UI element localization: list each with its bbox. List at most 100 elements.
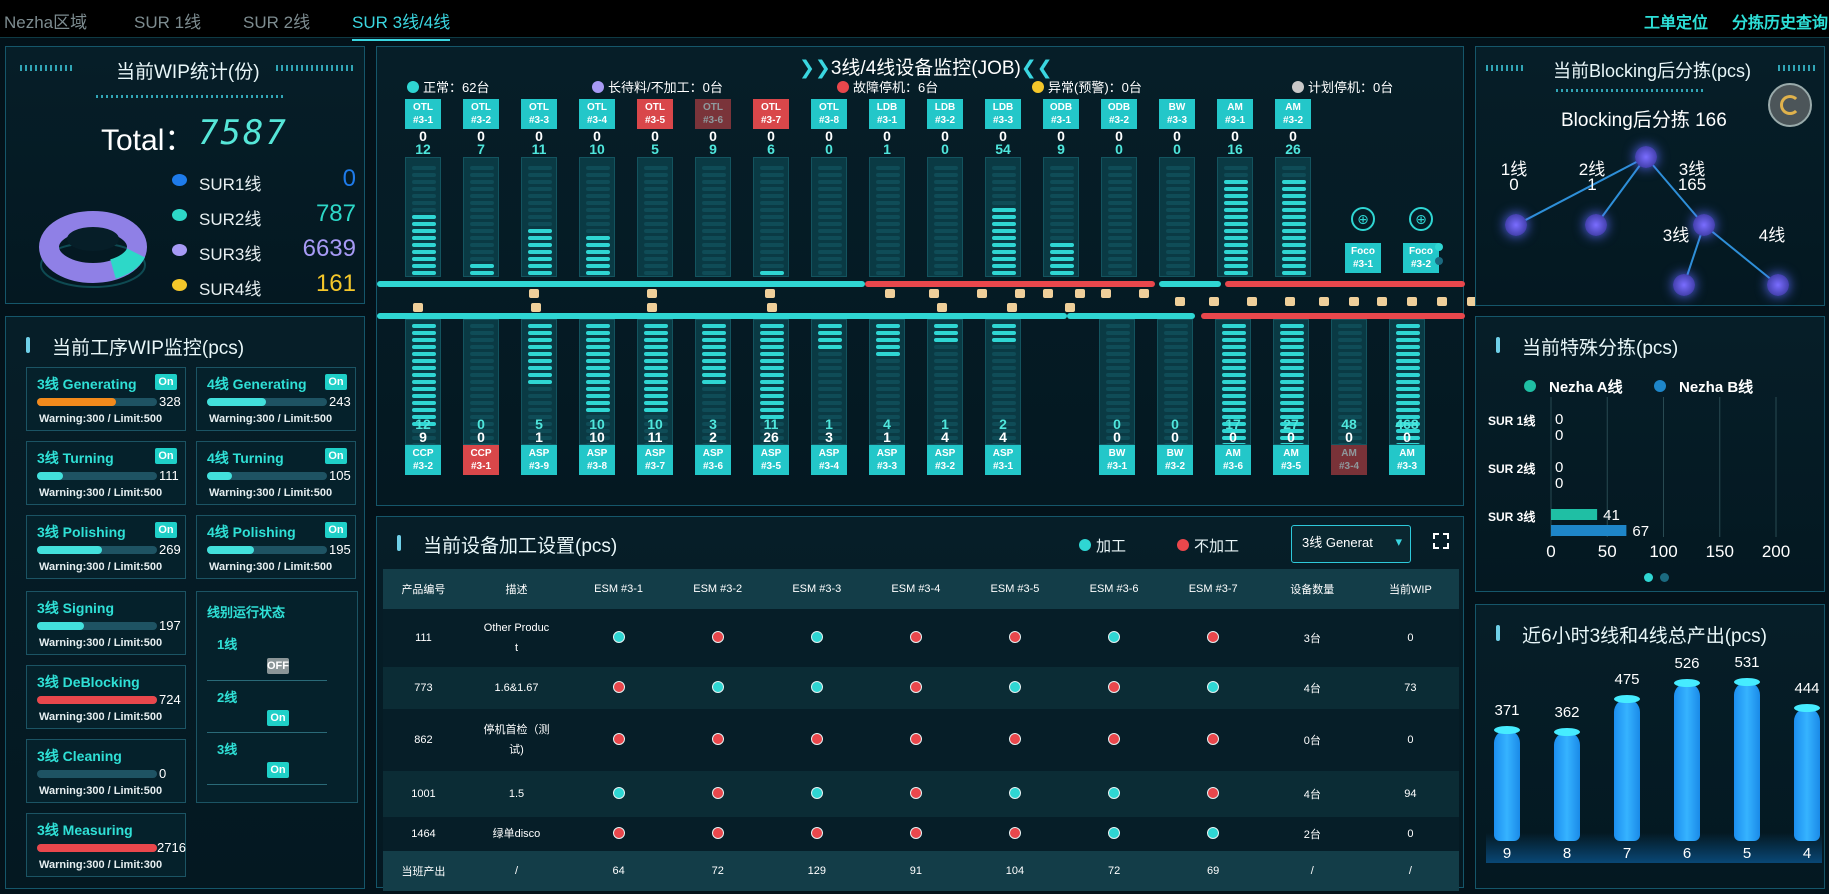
process-off-dot[interactable] xyxy=(711,732,724,745)
process-off-dot[interactable] xyxy=(1108,732,1121,745)
machine-column[interactable]: 10 11 ASP #3-7 xyxy=(637,319,673,499)
machine-column[interactable]: 0 0 BW #3-1 xyxy=(1099,319,1135,499)
machine-column[interactable]: 0 0 CCP #3-1 xyxy=(463,319,499,499)
process-on-dot[interactable] xyxy=(1207,680,1220,693)
column-header[interactable]: ESM #3-2 xyxy=(668,569,768,609)
process-off-dot[interactable] xyxy=(612,680,625,693)
machine-column[interactable]: 10 10 ASP #3-8 xyxy=(579,319,615,499)
process-on-dot[interactable] xyxy=(1008,680,1021,693)
process-on-dot[interactable] xyxy=(810,630,823,643)
machine-column[interactable]: 3 2 ASP #3-6 xyxy=(695,319,731,499)
column-header[interactable]: ESM #3-3 xyxy=(767,569,867,609)
card-toggle[interactable]: On xyxy=(325,448,347,464)
column-header[interactable]: ESM #3-1 xyxy=(569,569,669,609)
table-row[interactable]: 111 Other Produc t 3台 0 xyxy=(383,609,1459,667)
process-off-dot[interactable] xyxy=(1008,826,1021,839)
process-off-dot[interactable] xyxy=(711,630,724,643)
process-off-dot[interactable] xyxy=(711,826,724,839)
process-on-dot[interactable] xyxy=(1008,786,1021,799)
process-card[interactable]: 3线 Measuring 2716 Warning:300 / Limit:30… xyxy=(26,813,186,877)
machine-column[interactable]: 2 4 ASP #3-1 xyxy=(985,319,1021,499)
process-off-dot[interactable] xyxy=(909,826,922,839)
process-on-dot[interactable] xyxy=(810,680,823,693)
machine-column[interactable]: OTL #3-3 0 11 xyxy=(521,99,557,279)
process-off-dot[interactable] xyxy=(810,826,823,839)
foco-machine[interactable]: ⊕ Foco #3-2 xyxy=(1403,207,1439,287)
process-on-dot[interactable] xyxy=(1108,630,1121,643)
process-on-dot[interactable] xyxy=(1108,826,1121,839)
machine-column[interactable]: LDB #3-3 0 54 xyxy=(985,99,1021,279)
machine-column[interactable]: OTL #3-8 0 0 xyxy=(811,99,847,279)
machine-column[interactable]: OTL #3-5 0 5 xyxy=(637,99,673,279)
machine-column[interactable]: 4 1 ASP #3-3 xyxy=(869,319,905,499)
machine-column[interactable]: 27 0 AM #3-5 xyxy=(1273,319,1309,499)
machine-column[interactable]: 5 1 ASP #3-9 xyxy=(521,319,557,499)
card-toggle[interactable]: On xyxy=(155,522,177,538)
process-card[interactable]: 3线 Generating On 328 Warning:300 / Limit… xyxy=(26,367,186,431)
process-off-dot[interactable] xyxy=(909,786,922,799)
process-off-dot[interactable] xyxy=(810,732,823,745)
process-off-dot[interactable] xyxy=(711,786,724,799)
machine-column[interactable]: AM #3-1 0 16 xyxy=(1217,99,1253,279)
process-on-dot[interactable] xyxy=(1207,826,1220,839)
sort-history-link[interactable]: 分拣历史查询 xyxy=(1732,15,1829,32)
process-off-dot[interactable] xyxy=(909,630,922,643)
machine-column[interactable]: 1 3 ASP #3-4 xyxy=(811,319,847,499)
table-row[interactable]: 773 1.6&1.67 4台 73 xyxy=(383,667,1459,709)
process-off-dot[interactable] xyxy=(612,826,625,839)
process-off-dot[interactable] xyxy=(1008,630,1021,643)
machine-column[interactable]: 468 0 AM #3-3 xyxy=(1389,319,1425,499)
line3-toggle[interactable]: On xyxy=(267,762,289,778)
column-header[interactable]: ESM #3-6 xyxy=(1064,569,1164,609)
line1-toggle[interactable]: OFF xyxy=(267,658,289,674)
card-toggle[interactable]: On xyxy=(155,448,177,464)
machine-column[interactable]: OTL #3-1 0 12 xyxy=(405,99,441,279)
page-dot-2[interactable] xyxy=(1660,573,1669,582)
card-toggle[interactable]: On xyxy=(325,374,347,390)
table-row[interactable]: 862 停机首检（测 试) 0台 0 xyxy=(383,709,1459,771)
column-header[interactable]: 描述 xyxy=(463,569,570,609)
machine-column[interactable]: 12 9 CCP #3-2 xyxy=(405,319,441,499)
foco-machine[interactable]: ⊕ Foco #3-1 xyxy=(1345,207,1381,287)
column-header[interactable]: 当前WIP xyxy=(1361,569,1459,609)
machine-column[interactable]: OTL #3-6 0 9 xyxy=(695,99,731,279)
process-off-dot[interactable] xyxy=(1207,630,1220,643)
page-dot-1[interactable] xyxy=(1644,573,1653,582)
work-order-locate-link[interactable]: 工单定位 xyxy=(1644,15,1709,32)
process-on-dot[interactable] xyxy=(711,680,724,693)
machine-column[interactable]: 48 0 AM #3-4 xyxy=(1331,319,1367,499)
table-row[interactable]: 1001 1.5 4台 94 xyxy=(383,771,1459,817)
process-card[interactable]: 4线 Polishing On 195 Warning:300 / Limit:… xyxy=(196,515,356,579)
tab-nezha-area[interactable]: Nezha区域 xyxy=(4,13,88,32)
machine-column[interactable]: OTL #3-4 0 10 xyxy=(579,99,615,279)
process-select[interactable]: 3线 Generat ▾ xyxy=(1291,525,1411,563)
machine-column[interactable]: LDB #3-1 0 1 xyxy=(869,99,905,279)
column-header[interactable]: ESM #3-4 xyxy=(866,569,966,609)
machine-column[interactable]: OTL #3-7 0 6 xyxy=(753,99,789,279)
column-header[interactable]: 产品编号 xyxy=(383,569,464,609)
line2-toggle[interactable]: On xyxy=(267,710,289,726)
process-off-dot[interactable] xyxy=(909,732,922,745)
process-card[interactable]: 3线 Polishing On 269 Warning:300 / Limit:… xyxy=(26,515,186,579)
machine-column[interactable]: 17 0 AM #3-6 xyxy=(1215,319,1251,499)
tab-sur-3-4[interactable]: SUR 3线/4线 xyxy=(352,8,451,41)
fullscreen-icon[interactable] xyxy=(1433,533,1449,549)
process-off-dot[interactable] xyxy=(1207,786,1220,799)
process-off-dot[interactable] xyxy=(909,680,922,693)
process-card[interactable]: 3线 Turning On 111 Warning:300 / Limit:50… xyxy=(26,441,186,505)
machine-column[interactable]: 0 0 BW #3-2 xyxy=(1157,319,1193,499)
machine-column[interactable]: ODB #3-2 0 0 xyxy=(1101,99,1137,279)
process-card[interactable]: 4线 Turning On 105 Warning:300 / Limit:50… xyxy=(196,441,356,505)
process-off-dot[interactable] xyxy=(612,732,625,745)
machine-column[interactable]: ODB #3-1 0 9 xyxy=(1043,99,1079,279)
tab-sur-1[interactable]: SUR 1线 xyxy=(134,13,202,32)
machine-column[interactable]: LDB #3-2 0 0 xyxy=(927,99,963,279)
process-on-dot[interactable] xyxy=(612,630,625,643)
recycle-icon[interactable] xyxy=(1768,83,1812,127)
process-off-dot[interactable] xyxy=(1108,680,1121,693)
process-on-dot[interactable] xyxy=(810,786,823,799)
process-card[interactable]: 3线 Signing 197 Warning:300 / Limit:500 xyxy=(26,591,186,655)
machine-column[interactable]: OTL #3-2 0 7 xyxy=(463,99,499,279)
machine-column[interactable]: AM #3-2 0 26 xyxy=(1275,99,1311,279)
process-off-dot[interactable] xyxy=(1207,732,1220,745)
